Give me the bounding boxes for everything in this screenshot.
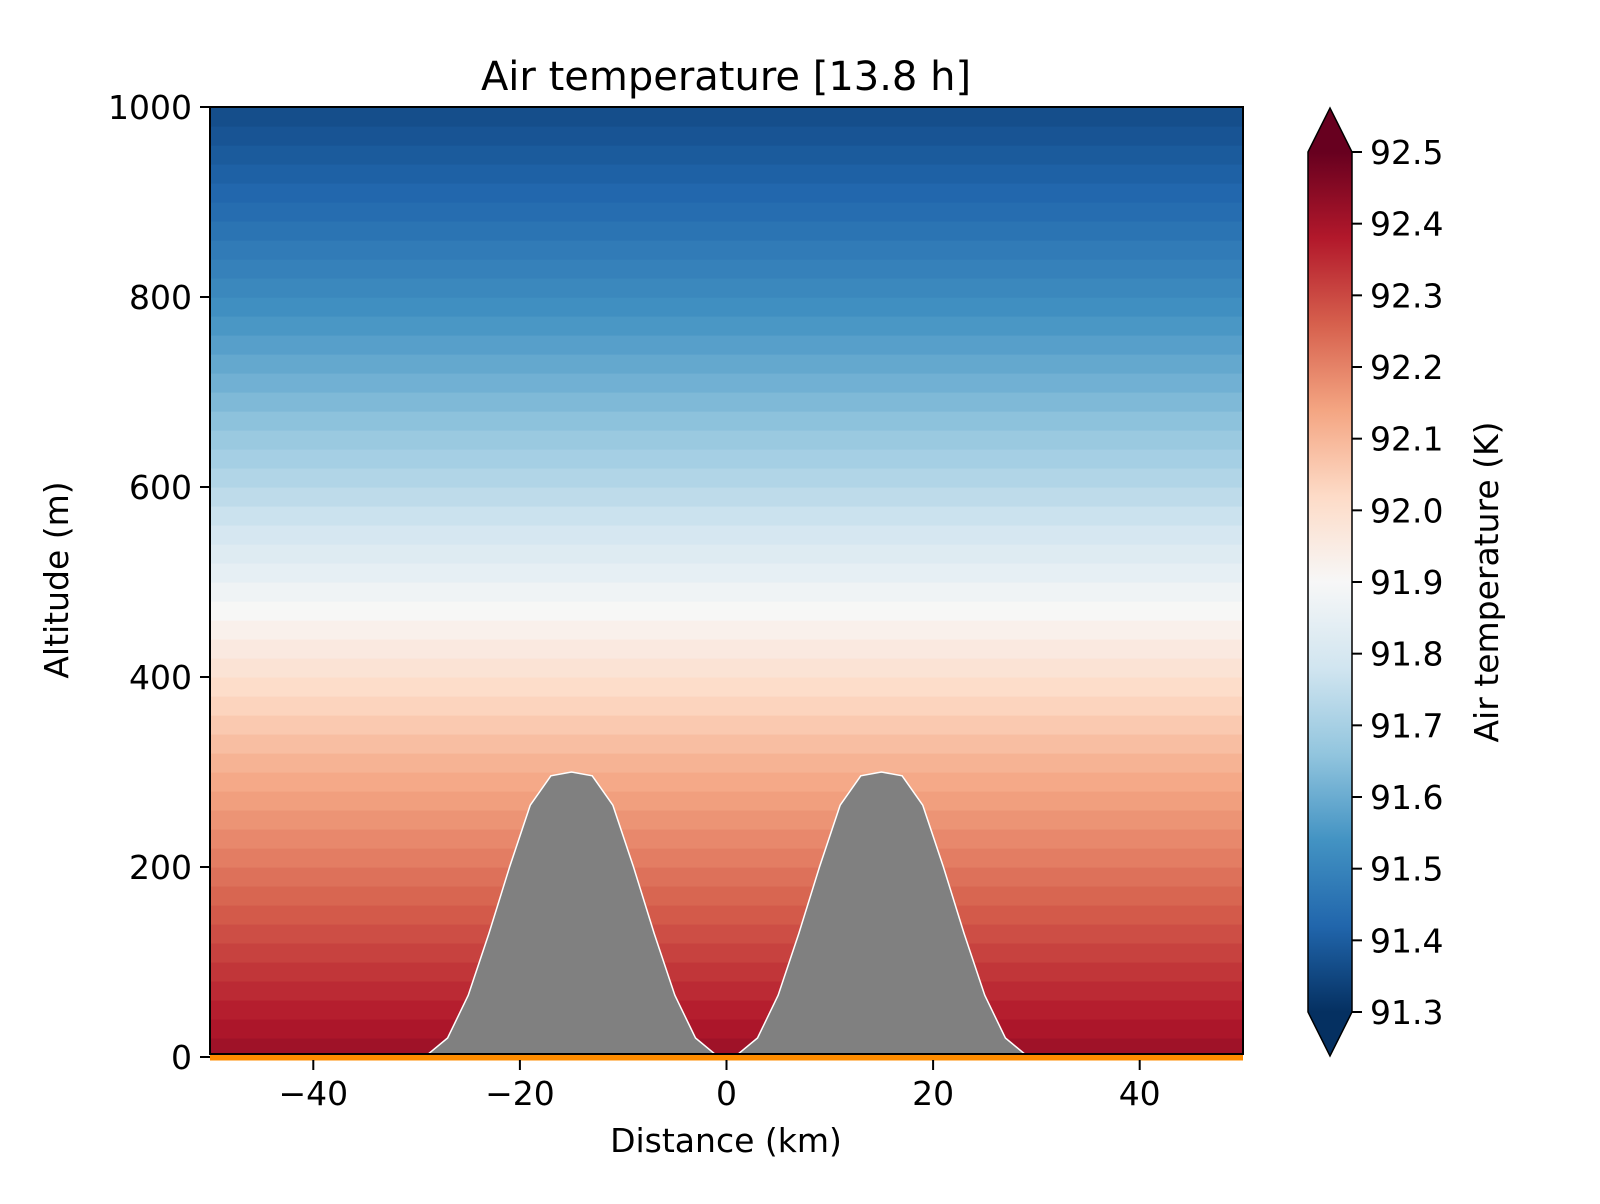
contour-band [210, 392, 1243, 412]
plot-frame [209, 106, 1244, 1055]
temperature-contours [210, 107, 1243, 1054]
terrain-silhouette [427, 771, 1026, 1054]
contour-band [210, 582, 1243, 602]
contour-band [210, 107, 1243, 127]
x-axis: −40 −20 0 20 40 [278, 1060, 1161, 1113]
contour-band [210, 886, 1243, 906]
colorbar-body [1308, 152, 1352, 1012]
contour-band [210, 639, 1243, 659]
contour-band [210, 772, 1243, 792]
contour-band [210, 791, 1243, 811]
x-axis-title: Distance (km) [610, 1121, 842, 1160]
colorbar-ticks: 91.3 91.4 91.5 91.6 91.7 91.8 91.9 92.0 92.1 92.2… [1352, 133, 1443, 1032]
contour-band [210, 620, 1243, 640]
y-axis-title: Altitude (m) [37, 481, 76, 678]
colorbar-tick-label: 91.8 [1370, 635, 1443, 674]
x-tick-label: −20 [485, 1074, 555, 1113]
contour-band [210, 411, 1243, 431]
contour-band [210, 601, 1243, 621]
contour-band [210, 696, 1243, 716]
contour-band [210, 753, 1243, 773]
colorbar: 91.3 91.4 91.5 91.6 91.7 91.8 91.9 92.0 92.1 92.2… [1307, 106, 1506, 1058]
contour-band [210, 297, 1243, 317]
colorbar-label: Air temperature (K) [1467, 421, 1506, 742]
x-tick-label: −40 [278, 1074, 348, 1113]
colorbar-tick-label: 91.7 [1370, 706, 1443, 745]
x-tick-label: 20 [912, 1074, 954, 1113]
colorbar-tick-label: 92.5 [1370, 133, 1443, 172]
contour-band [210, 981, 1243, 1001]
colorbar-tick-label: 91.3 [1370, 993, 1443, 1032]
contour-band [210, 335, 1243, 355]
colorbar-tick-label: 92.1 [1370, 420, 1443, 459]
colorbar-tick-label: 91.5 [1370, 850, 1443, 889]
contour-band [210, 924, 1243, 944]
colorbar-extend-max [1308, 108, 1352, 152]
contour-band [210, 487, 1243, 507]
y-axis: 0 200 400 600 800 1000 [108, 88, 210, 1077]
contour-band [210, 202, 1243, 222]
contour-band [210, 943, 1243, 963]
contour-band [210, 240, 1243, 260]
contour-band [210, 829, 1243, 849]
contour-band [210, 658, 1243, 678]
contour-band [210, 848, 1243, 868]
contour-band [210, 126, 1243, 146]
plot-area [210, 107, 1243, 1054]
contour-band [210, 430, 1243, 450]
x-tick-label: 0 [716, 1074, 737, 1113]
contour-band [210, 734, 1243, 754]
contour-band [210, 316, 1243, 336]
contour-band [210, 373, 1243, 393]
contour-band [210, 905, 1243, 925]
y-tick-label: 200 [129, 848, 192, 887]
contour-band [210, 183, 1243, 203]
contour-band [210, 278, 1243, 298]
colorbar-tick-label: 92.4 [1370, 205, 1443, 244]
colorbar-tick-label: 92.3 [1370, 276, 1443, 315]
colorbar-extend-min [1308, 1012, 1352, 1056]
contour-band [210, 867, 1243, 887]
contour-band [210, 525, 1243, 545]
contour-band [210, 1000, 1243, 1020]
contour-band [210, 449, 1243, 469]
contour-band [210, 145, 1243, 165]
contour-band [210, 506, 1243, 526]
colorbar-tick-label: 91.6 [1370, 778, 1443, 817]
y-tick-label: 400 [129, 658, 192, 697]
y-tick-label: 800 [129, 278, 192, 317]
contour-band [210, 468, 1243, 488]
y-tick-label: 0 [171, 1038, 192, 1077]
contour-band [210, 354, 1243, 374]
contour-band [210, 677, 1243, 697]
y-tick-label: 600 [129, 468, 192, 507]
contour-band [210, 810, 1243, 830]
contour-band [210, 563, 1243, 583]
contour-band [210, 715, 1243, 735]
colorbar-tick-label: 91.4 [1370, 921, 1443, 960]
x-tick-label: 40 [1119, 1074, 1161, 1113]
contour-band [210, 259, 1243, 279]
contour-band [210, 1019, 1243, 1039]
contour-band [210, 164, 1243, 184]
y-tick-label: 1000 [108, 88, 192, 127]
colorbar-tick-label: 92.2 [1370, 348, 1443, 387]
contour-band [210, 221, 1243, 241]
chart-title: Air temperature [13.8 h] [481, 54, 971, 100]
contour-band [210, 962, 1243, 982]
colorbar-tick-label: 91.9 [1370, 563, 1443, 602]
colorbar-tick-label: 92.0 [1370, 491, 1443, 530]
contour-band [210, 544, 1243, 564]
